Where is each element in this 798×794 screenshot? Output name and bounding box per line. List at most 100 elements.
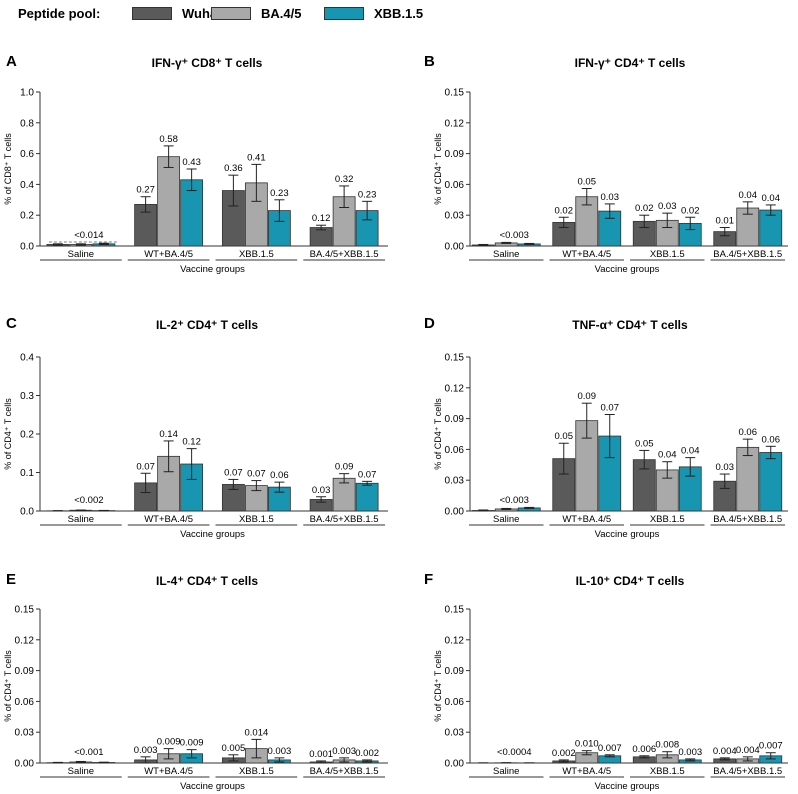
x-tick-label: Saline bbox=[68, 249, 94, 260]
y-axis-label: % of CD8⁺ T cells bbox=[3, 133, 13, 205]
bar-ba45 bbox=[157, 156, 181, 247]
data-label: 0.04 bbox=[658, 450, 677, 461]
panel-title: IL-10⁺ CD4⁺ T cells bbox=[576, 574, 685, 588]
panel-letter: B bbox=[424, 53, 435, 70]
data-label: 0.003 bbox=[134, 745, 158, 756]
y-tick-label: 0.2 bbox=[20, 211, 34, 222]
x-axis-label: Vaccine groups bbox=[180, 529, 245, 540]
data-label: 0.007 bbox=[598, 743, 622, 754]
y-axis-label: % of CD4⁺ T cells bbox=[3, 398, 13, 470]
data-label: 0.001 bbox=[309, 749, 333, 760]
data-label: 0.003 bbox=[678, 747, 702, 758]
data-label: 0.03 bbox=[601, 192, 620, 203]
x-tick-label: XBB.1.5 bbox=[650, 514, 685, 525]
data-label: 0.01 bbox=[716, 216, 735, 227]
data-label: 0.43 bbox=[182, 157, 201, 168]
y-tick-label: 0.3 bbox=[20, 391, 34, 402]
group-annotation: <0.003 bbox=[500, 230, 529, 241]
y-tick-label: 0.06 bbox=[445, 697, 465, 708]
data-label: 0.12 bbox=[182, 437, 201, 448]
data-label: 0.58 bbox=[159, 134, 178, 145]
data-label: 0.02 bbox=[555, 205, 574, 216]
x-axis-label: Vaccine groups bbox=[595, 781, 660, 792]
data-label: 0.008 bbox=[655, 740, 679, 751]
data-label: 0.03 bbox=[312, 485, 331, 496]
y-tick-label: 0.6 bbox=[20, 149, 34, 160]
data-label: 0.06 bbox=[270, 470, 289, 481]
x-tick-label: XBB.1.5 bbox=[239, 766, 274, 777]
y-tick-label: 0.00 bbox=[15, 759, 35, 770]
y-tick-label: 0.03 bbox=[445, 476, 465, 487]
x-tick-label: BA.4/5+XBB.1.5 bbox=[713, 514, 782, 525]
x-tick-label: XBB.1.5 bbox=[239, 514, 274, 525]
data-label: 0.23 bbox=[270, 188, 289, 199]
y-tick-label: 0.1 bbox=[20, 468, 34, 479]
y-tick-label: 0.8 bbox=[20, 118, 34, 129]
panel-F: F IL-10⁺ CD4⁺ T cells 0.00 0.03 0.06 0.09 0.12… bbox=[424, 571, 788, 792]
y-tick-label: 0.09 bbox=[445, 414, 465, 425]
data-label: 0.05 bbox=[555, 431, 574, 442]
y-tick-label: 0.03 bbox=[445, 211, 465, 222]
x-tick-label: Saline bbox=[68, 766, 94, 777]
x-tick-label: WT+BA.4/5 bbox=[562, 766, 611, 777]
data-label: 0.03 bbox=[658, 201, 677, 212]
panel-C: C IL-2⁺ CD4⁺ T cells 0.0 0.1 0.2 0.3 0.4 % of C… bbox=[3, 315, 388, 540]
panel-title: IFN-γ⁺ CD4⁺ T cells bbox=[575, 56, 686, 70]
legend-swatch-wuhan bbox=[132, 7, 172, 20]
x-tick-label: XBB.1.5 bbox=[650, 766, 685, 777]
data-label: 0.04 bbox=[681, 446, 700, 457]
x-axis-label: Vaccine groups bbox=[595, 529, 660, 540]
panel-letter: D bbox=[424, 315, 435, 332]
x-tick-label: BA.4/5+XBB.1.5 bbox=[310, 766, 379, 777]
data-label: 0.27 bbox=[136, 185, 155, 196]
y-tick-label: 0.12 bbox=[445, 635, 465, 646]
y-tick-label: 0.12 bbox=[445, 383, 465, 394]
data-label: 0.02 bbox=[635, 203, 654, 214]
x-tick-label: BA.4/5+XBB.1.5 bbox=[310, 514, 379, 525]
x-tick-label: Saline bbox=[68, 514, 94, 525]
data-label: 0.04 bbox=[739, 190, 758, 201]
data-label: 0.003 bbox=[267, 746, 291, 757]
legend-label-ba45: BA.4/5 bbox=[261, 6, 302, 21]
legend-swatch-ba45 bbox=[211, 7, 251, 20]
y-tick-label: 0.00 bbox=[445, 759, 465, 770]
y-tick-label: 0.09 bbox=[15, 666, 35, 677]
bar-xbb15 bbox=[759, 452, 783, 512]
x-tick-label: Saline bbox=[493, 249, 519, 260]
y-tick-label: 0.15 bbox=[445, 353, 465, 364]
data-label: 0.23 bbox=[358, 189, 377, 200]
y-axis-label: % of CD4⁺ T cells bbox=[433, 133, 443, 205]
panel-letter: C bbox=[6, 315, 17, 332]
data-label: 0.05 bbox=[635, 438, 654, 449]
panel-title: IL-2⁺ CD4⁺ T cells bbox=[156, 318, 258, 332]
x-tick-label: WT+BA.4/5 bbox=[562, 514, 611, 525]
x-tick-label: BA.4/5+XBB.1.5 bbox=[713, 249, 782, 260]
x-tick-label: WT+BA.4/5 bbox=[562, 249, 611, 260]
y-tick-label: 0.03 bbox=[445, 728, 465, 739]
x-axis-label: Vaccine groups bbox=[180, 264, 245, 275]
data-label: 0.005 bbox=[221, 743, 245, 754]
data-label: 0.009 bbox=[157, 737, 181, 748]
panel-title: IL-4⁺ CD4⁺ T cells bbox=[156, 574, 258, 588]
y-tick-label: 0.00 bbox=[445, 507, 465, 518]
data-label: 0.010 bbox=[575, 739, 599, 750]
y-axis-label: % of CD4⁺ T cells bbox=[433, 398, 443, 470]
data-label: 0.41 bbox=[247, 152, 266, 163]
x-tick-label: XBB.1.5 bbox=[239, 249, 274, 260]
data-label: 0.07 bbox=[224, 467, 243, 478]
group-annotation: <0.014 bbox=[74, 230, 103, 241]
x-tick-label: WT+BA.4/5 bbox=[144, 249, 193, 260]
y-tick-label: 0.03 bbox=[15, 728, 35, 739]
data-label: 0.004 bbox=[736, 745, 760, 756]
data-label: 0.06 bbox=[762, 434, 781, 445]
panel-letter: A bbox=[6, 53, 17, 70]
data-label: 0.14 bbox=[159, 429, 178, 440]
data-label: 0.05 bbox=[578, 177, 597, 188]
data-label: 0.07 bbox=[358, 469, 377, 480]
group-annotation: <0.001 bbox=[74, 747, 103, 758]
x-tick-label: BA.4/5+XBB.1.5 bbox=[713, 766, 782, 777]
panel-E: E IL-4⁺ CD4⁺ T cells 0.00 0.03 0.06 0.09 0.12 0… bbox=[3, 571, 388, 792]
legend-swatch-xbb15 bbox=[324, 7, 364, 20]
data-label: 0.07 bbox=[247, 469, 266, 480]
y-tick-label: 0.12 bbox=[445, 118, 465, 129]
